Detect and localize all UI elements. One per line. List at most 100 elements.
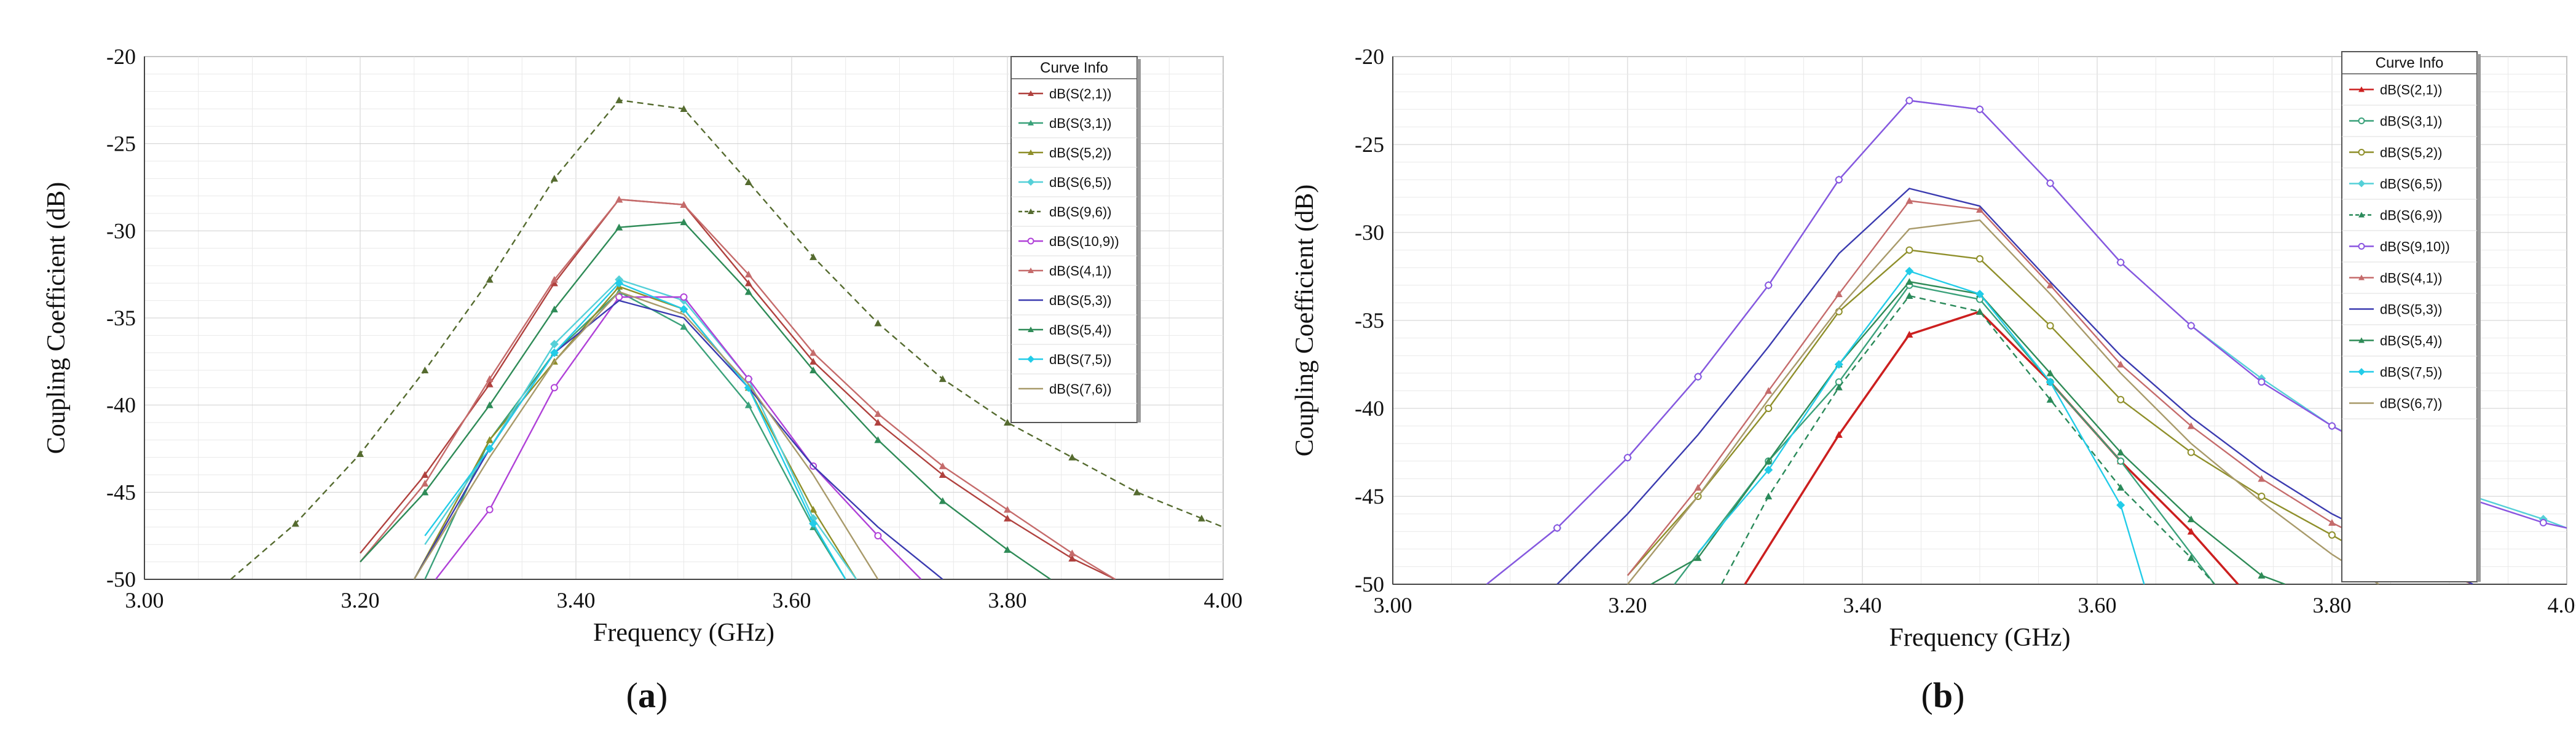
- data-point: [744, 401, 752, 408]
- x-tick-label: 4.00: [1204, 588, 1243, 613]
- data-point: [1004, 419, 1011, 426]
- legend-entry-label: dB(S(5,2)): [1049, 145, 1111, 161]
- data-point: [2187, 448, 2195, 456]
- legend-entry-label: dB(S(2,1)): [2380, 82, 2442, 98]
- data-point: [1905, 292, 1913, 299]
- data-point: [1905, 278, 1913, 285]
- data-point: [550, 276, 558, 283]
- data-point: [421, 480, 429, 487]
- legend-entry-label: dB(S(6,5)): [1049, 175, 1111, 190]
- data-point: [2117, 448, 2125, 456]
- data-point: [356, 450, 364, 457]
- legend-entry-label: dB(S(9,6)): [1049, 204, 1111, 220]
- legend-marker: [2358, 180, 2365, 188]
- legend-entry-label: dB(S(5,3)): [1049, 293, 1111, 308]
- data-point: [1905, 266, 1914, 276]
- y-tick-label: -35: [1355, 308, 1384, 333]
- data-point: [1976, 205, 1983, 213]
- data-point: [679, 304, 688, 314]
- data-point: [2117, 457, 2125, 465]
- data-point: [744, 375, 752, 383]
- data-point: [1068, 555, 1076, 562]
- x-tick-label: 3.00: [1374, 593, 1412, 617]
- data-point: [2187, 422, 2195, 429]
- data-point: [2187, 554, 2195, 562]
- data-point: [1694, 483, 1702, 491]
- x-tick-label: 3.80: [2313, 593, 2352, 617]
- legend-marker: [1027, 178, 1034, 186]
- data-point: [2258, 571, 2266, 579]
- legend-entry-label: dB(S(7,6)): [1049, 381, 1111, 397]
- data-point: [809, 367, 817, 373]
- data-point: [1835, 176, 1843, 184]
- data-point: [1553, 524, 1561, 532]
- panel-label-part: ): [1953, 675, 1964, 715]
- y-axis-title: Coupling Coefficient (dB): [1291, 185, 1319, 457]
- legend-title: Curve Info: [2376, 55, 2444, 71]
- y-tick-label: -50: [1355, 572, 1384, 597]
- data-point: [486, 401, 494, 408]
- data-point: [2046, 395, 2054, 403]
- data-point: [1068, 549, 1076, 557]
- data-point: [615, 96, 623, 103]
- panel-label-part: (: [626, 675, 638, 715]
- legend-marker: [2358, 368, 2365, 376]
- legend-shadow: [2477, 54, 2481, 582]
- y-tick-label: -35: [106, 306, 136, 330]
- series-line: [424, 279, 857, 579]
- panel-label-part: ): [656, 675, 668, 715]
- legend-entry-label: dB(S(6,7)): [2380, 396, 2442, 411]
- grid-lines: [1392, 56, 2567, 585]
- legend-marker: [2358, 212, 2365, 218]
- legend-entry-label: dB(S(5,4)): [1049, 322, 1111, 338]
- data-point: [939, 375, 947, 383]
- data-point: [1905, 330, 1913, 338]
- legend-marker: [2358, 117, 2365, 124]
- data-point: [1004, 514, 1011, 522]
- data-point: [1004, 506, 1011, 513]
- data-point: [421, 471, 429, 478]
- series-line: [360, 221, 1051, 579]
- chart-a: 3.00 3.20 3.40 3.60 3.80 4.00 -20 -25 -30 -35 -40 -…: [42, 44, 1243, 715]
- data-point: [680, 200, 688, 208]
- data-point: [1765, 281, 1773, 289]
- data-point: [549, 339, 559, 349]
- data-point: [2328, 422, 2336, 430]
- data-point: [2046, 378, 2055, 387]
- series-line: [1674, 284, 2215, 584]
- legend-entry-label: dB(S(5,4)): [2380, 333, 2442, 349]
- data-point: [2117, 360, 2125, 368]
- chart-b: 3.00 3.20 3.40 3.60 3.80 4.00 -20 -25 -30 -35 -40 -…: [1291, 44, 2576, 715]
- legend-marker: [1028, 268, 1034, 273]
- x-tick-label: 3.20: [1609, 593, 1647, 617]
- legend-entry-label: dB(S(6,5)): [2380, 177, 2442, 192]
- data-point: [486, 276, 494, 283]
- data-point: [486, 436, 494, 443]
- x-tick-label: 3.60: [773, 588, 811, 613]
- data-point: [939, 497, 947, 504]
- data-point: [2258, 475, 2266, 482]
- data-point: [485, 444, 494, 453]
- data-point: [744, 288, 752, 295]
- panel-label-part: a: [638, 675, 656, 715]
- data-point: [1764, 466, 1773, 475]
- legend-marker: [1028, 90, 1034, 96]
- y-tick-label: -30: [106, 218, 136, 243]
- legend: Curve Info dB(S(2,1)) dB(S(3,1)) dB(S(5,2))…: [2341, 51, 2481, 582]
- y-tick-label: -25: [106, 132, 136, 156]
- series-group: [1486, 96, 2567, 584]
- y-tick-label: -25: [1355, 132, 1384, 157]
- y-axis-title: Coupling Coefficient (dB): [42, 182, 71, 454]
- legend-marker: [2358, 337, 2365, 343]
- series-line: [230, 99, 1223, 579]
- y-tick-label: -40: [1355, 396, 1384, 421]
- data-point: [2187, 322, 2195, 330]
- x-axis-title: Frequency (GHz): [593, 619, 774, 647]
- legend-marker: [1027, 355, 1034, 363]
- legend-entry-label: dB(S(5,3)): [2380, 302, 2442, 317]
- legend-marker: [2358, 243, 2365, 250]
- data-point: [1905, 197, 1913, 204]
- legend-entry-label: dB(S(4,1)): [1049, 263, 1111, 279]
- data-point: [1624, 454, 1631, 462]
- data-point: [1976, 105, 1983, 113]
